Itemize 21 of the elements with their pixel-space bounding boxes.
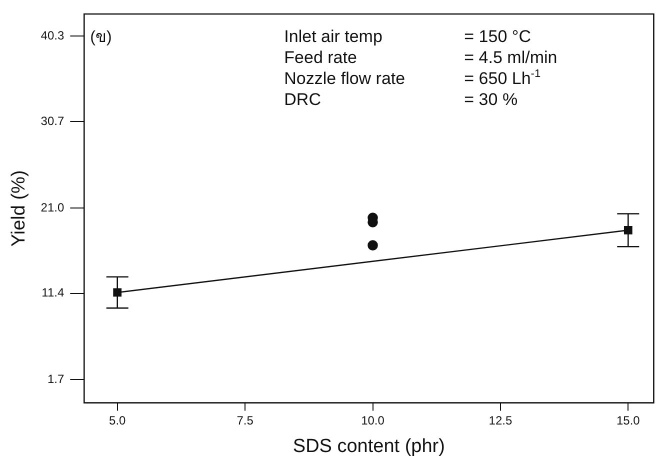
x-tick-label: 12.5 (488, 413, 512, 428)
y-tick-label: 21.0 (40, 200, 64, 214)
x-tick-label: 7.5 (236, 413, 254, 428)
y-axis-title: Yield (%) (8, 170, 30, 247)
x-axis-title: SDS content (phr) (292, 436, 445, 457)
annotation: Feed rate (284, 48, 357, 67)
annotation: Inlet air temp (284, 27, 382, 46)
x-tick-label: 5.0 (109, 413, 126, 428)
x-tick-label: 15.0 (616, 413, 640, 428)
y-tick-label: 30.7 (40, 114, 64, 128)
annotation: Nozzle flow rate (284, 69, 406, 88)
annotation: DRC (284, 90, 321, 109)
annotation: = 30 % (464, 90, 518, 109)
annotation: = 4.5 ml/min (464, 48, 558, 67)
annotation: (ข) (90, 29, 112, 46)
y-tick-label: 40.3 (40, 28, 64, 43)
y-tick-label: 1.7 (47, 372, 64, 386)
point (368, 240, 378, 250)
x-tick-label: 10.0 (361, 413, 385, 428)
annotation: = 150 °C (464, 27, 531, 46)
y-tick-label: 11.4 (42, 286, 64, 300)
